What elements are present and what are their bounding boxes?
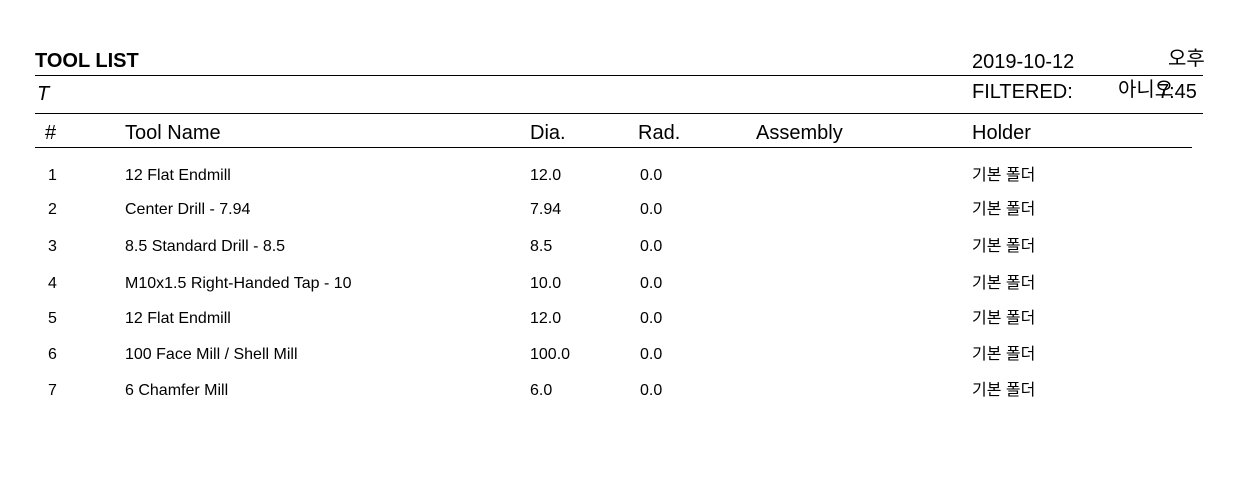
table-cell: 기본 폴더	[972, 167, 1036, 184]
time-period: 오후	[1168, 48, 1205, 70]
table-cell: Center Drill - 7.94	[125, 201, 251, 218]
rule	[35, 113, 1203, 114]
table-cell: 0.0	[640, 238, 663, 255]
table-cell: 7	[48, 382, 57, 399]
rule	[35, 147, 1192, 148]
table-cell: 12.0	[530, 167, 562, 184]
table-cell: 2	[48, 201, 57, 218]
table-cell: 0.0	[640, 201, 663, 218]
table-cell: 기본 폴더	[972, 310, 1036, 327]
table-cell: 0.0	[640, 346, 663, 363]
table-cell: 0.0	[640, 310, 663, 327]
column-header: Tool Name	[125, 122, 221, 144]
table-cell: 6 Chamfer Mill	[125, 382, 229, 399]
table-cell: 10.0	[530, 275, 562, 292]
column-header: Rad.	[638, 122, 681, 144]
table-cell: 5	[48, 310, 57, 327]
table-cell: 6.0	[530, 382, 553, 399]
table-cell: 8.5 Standard Drill - 8.5	[125, 238, 286, 255]
table-cell: M10x1.5 Right-Handed Tap - 10	[125, 275, 352, 292]
time: 7:45	[1158, 81, 1197, 103]
date: 2019-10-12	[972, 51, 1075, 73]
column-header: Dia.	[530, 122, 566, 144]
table-cell: 0.0	[640, 275, 663, 292]
table-cell: 기본 폴더	[972, 382, 1036, 399]
table-cell: 8.5	[530, 238, 553, 255]
column-header: #	[45, 122, 57, 144]
table-cell: 6	[48, 346, 57, 363]
table-cell: 1	[48, 167, 57, 184]
table-cell: 기본 폴더	[972, 201, 1036, 218]
table-cell: 12 Flat Endmill	[125, 167, 231, 184]
filtered-label: FILTERED:	[972, 81, 1073, 103]
table-cell: 기본 폴더	[972, 275, 1036, 292]
table-cell: 12.0	[530, 310, 562, 327]
rule	[35, 75, 1203, 76]
table-cell: 3	[48, 238, 57, 255]
table-cell: 100 Face Mill / Shell Mill	[125, 346, 298, 363]
table-cell: 12 Flat Endmill	[125, 310, 231, 327]
table-cell: 100.0	[530, 346, 571, 363]
table-cell: 0.0	[640, 167, 663, 184]
table-cell: 기본 폴더	[972, 238, 1036, 255]
title: TOOL LIST	[35, 50, 139, 72]
column-header: Holder	[972, 122, 1031, 144]
table-cell: 4	[48, 275, 57, 292]
subtitle: T	[37, 83, 50, 105]
table-cell: 기본 폴더	[972, 346, 1036, 363]
table-cell: 0.0	[640, 382, 663, 399]
column-header: Assembly	[756, 122, 843, 144]
filtered-value: 아니오	[1118, 79, 1174, 101]
table-cell: 7.94	[530, 201, 562, 218]
